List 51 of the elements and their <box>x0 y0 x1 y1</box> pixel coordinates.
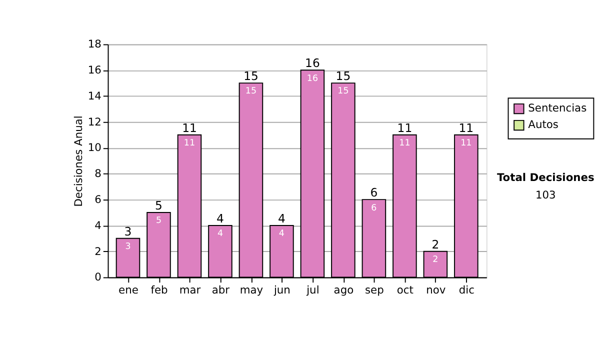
y-tick-label: 18 <box>88 38 102 51</box>
total-label: 16 <box>305 56 320 70</box>
legend-label: Sentencias <box>528 102 588 115</box>
y-tick-label: 2 <box>94 244 102 258</box>
total-label: 11 <box>182 120 197 135</box>
total-label: 2 <box>432 237 440 252</box>
y-tick-label: 10 <box>88 141 102 154</box>
y-axis-title: Decisiones Anual <box>72 116 86 207</box>
x-tick-label: jul <box>306 283 320 296</box>
x-tick-label: abr <box>212 283 230 296</box>
x-tick-label: ago <box>334 283 354 296</box>
y-tick-label: 12 <box>88 115 102 128</box>
y-tick-label: 6 <box>94 192 102 206</box>
total-label: 15 <box>336 69 351 84</box>
x-tick-label: nov <box>426 283 446 296</box>
data-label: 4 <box>278 229 285 240</box>
data-label: 3 <box>125 242 131 252</box>
y-tick-label: 0 <box>94 270 102 284</box>
total-label: 11 <box>458 120 474 135</box>
data-label: 5 <box>156 216 162 226</box>
x-tick-label: sep <box>364 283 384 296</box>
data-label: 11 <box>460 138 472 149</box>
legend-label: Autos <box>528 118 559 132</box>
x-tick-label: oct <box>396 283 414 296</box>
data-label: 6 <box>371 203 377 214</box>
total-label: 3 <box>124 224 132 238</box>
data-label: 15 <box>245 86 257 97</box>
data-label: 16 <box>306 74 318 84</box>
x-tick-label: may <box>240 283 264 296</box>
total-label: 4 <box>216 212 224 226</box>
x-tick-label: mar <box>179 283 202 296</box>
data-label: 11 <box>399 138 410 149</box>
data-label: 11 <box>184 138 196 149</box>
data-label: 15 <box>338 86 349 97</box>
total-label: 4 <box>278 212 286 226</box>
total-label: 5 <box>155 198 162 213</box>
total-label: 11 <box>397 120 412 135</box>
x-tick-label: ene <box>118 283 138 296</box>
total-label: 15 <box>244 69 258 84</box>
text: Total Decisiones <box>496 171 594 184</box>
y-tick-label: 14 <box>88 89 102 102</box>
total-label: 6 <box>370 186 378 200</box>
y-tick-label: 4 <box>94 218 102 232</box>
data-label: 2 <box>432 255 438 266</box>
data-label: 4 <box>217 229 224 240</box>
x-tick-label: dic <box>458 283 475 296</box>
x-tick-label: jun <box>272 283 290 296</box>
y-tick-label: 16 <box>88 64 102 77</box>
text: 103 <box>535 188 556 202</box>
y-tick-label: 8 <box>94 167 102 180</box>
x-tick-label: feb <box>150 283 168 296</box>
